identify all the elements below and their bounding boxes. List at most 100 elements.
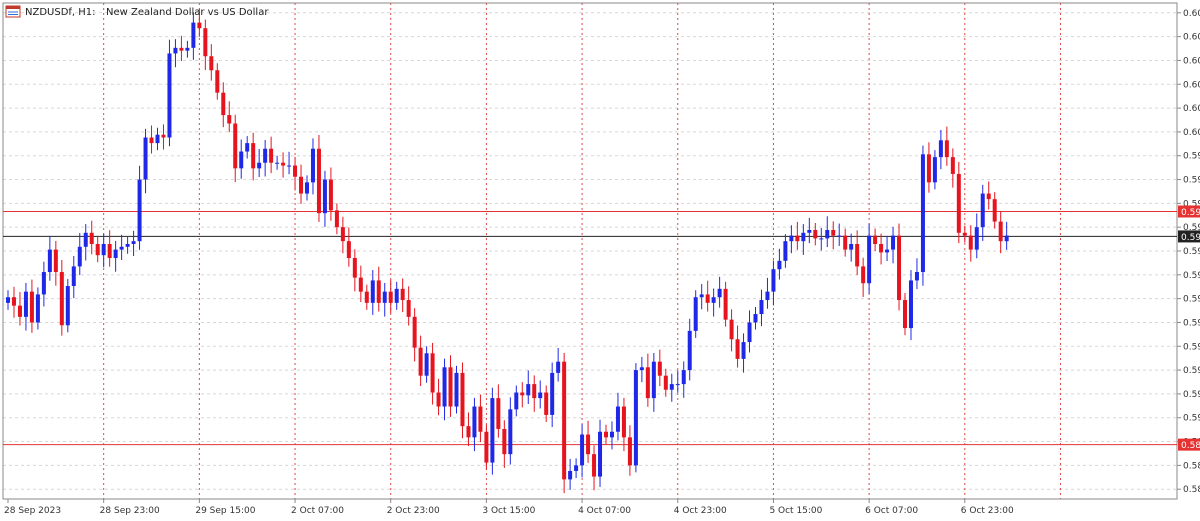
candle-body [71, 266, 76, 287]
candle-body [831, 229, 836, 236]
bull-candle [47, 235, 52, 281]
candle-body [233, 123, 238, 169]
candle-body [484, 431, 489, 463]
candle-body [879, 243, 884, 253]
candle-body [663, 375, 668, 390]
candle-body [322, 179, 327, 214]
bear-candle [251, 132, 256, 181]
candle-body [747, 322, 752, 343]
candle-body [299, 176, 304, 194]
candle-body [615, 406, 620, 432]
candle-body [568, 470, 573, 480]
bear-candle [161, 124, 166, 150]
candle-body [705, 294, 710, 303]
candle-body [669, 384, 674, 390]
price-tick-label: 0.58840 [1183, 461, 1200, 471]
price-axis[interactable]: 0.60455 0.60370 0.60285 0.60200 0.60115 0.600… [1177, 9, 1200, 495]
bear-candle [520, 382, 525, 408]
bear-candle [843, 228, 848, 257]
candle-body [310, 148, 315, 183]
resistance-marker-label: 0.59746 [1181, 208, 1200, 218]
candle-body [681, 370, 686, 385]
bear-candle [586, 420, 591, 463]
bear-candle [430, 342, 435, 405]
bear-candle [861, 257, 866, 297]
candle-body [155, 134, 160, 144]
bear-candle [227, 101, 232, 133]
bull-candle [687, 318, 692, 381]
bull-candle [615, 392, 620, 441]
candle-body [938, 140, 943, 158]
bull-candle [753, 307, 758, 330]
price-tick-label: 0.60285 [1183, 56, 1200, 66]
candle-body [251, 143, 256, 169]
bull-candle [83, 224, 88, 261]
bear-candle [89, 220, 94, 255]
bull-candle [598, 419, 603, 487]
candle-body [699, 294, 704, 298]
candle-body [980, 193, 985, 228]
bear-candle [992, 192, 997, 229]
candle-body [992, 199, 997, 222]
price-tick-label: 0.58755 [1183, 485, 1200, 495]
bull-candle [807, 217, 812, 244]
bull-candle [717, 276, 722, 308]
candle-body [639, 367, 644, 371]
bear-candle [107, 230, 112, 267]
price-tick-label: 0.59520 [1183, 271, 1200, 281]
price-tick-label: 0.59095 [1183, 390, 1200, 400]
candle-body [825, 229, 830, 239]
candle-body [908, 280, 913, 329]
candle-body [35, 294, 40, 323]
candle-body [932, 157, 937, 183]
candle-body [574, 465, 579, 471]
bear-candle [358, 265, 363, 303]
candle-body [777, 260, 782, 270]
candle-body [406, 300, 411, 317]
time-tick-label: 5 Oct 15:00 [769, 506, 822, 516]
bear-candle [364, 284, 369, 310]
candle-body [293, 165, 298, 177]
candle-body [855, 243, 860, 267]
candle-body [753, 314, 758, 323]
bear-candle [95, 236, 100, 263]
bull-candle [550, 362, 555, 427]
time-tick-label: 3 Oct 15:00 [482, 506, 535, 516]
bull-candle [938, 129, 943, 170]
candle-body [621, 406, 626, 438]
bear-candle [466, 412, 471, 447]
bull-candle [35, 287, 40, 330]
bear-candle [436, 378, 441, 416]
bear-candle [29, 279, 34, 333]
bull-candle [275, 155, 280, 170]
bull-candle [101, 233, 106, 268]
bull-candle [1004, 221, 1009, 250]
bear-candle [986, 181, 991, 210]
bear-candle [903, 293, 907, 336]
bull-candle [651, 353, 656, 412]
bull-candle [6, 290, 10, 310]
candle-body [400, 288, 405, 301]
candle-body [795, 235, 800, 242]
support-marker-label: 0.58914 [1181, 441, 1200, 451]
bear-candle [621, 397, 626, 452]
candle-body [807, 229, 812, 233]
candle-body [633, 370, 638, 466]
bull-candle [257, 148, 262, 178]
candle-body [203, 28, 208, 57]
candle-body [885, 249, 890, 253]
time-axis[interactable]: 28 Sep 2023 28 Sep 23:00 29 Sep 15:00 2 Oct… [4, 499, 1014, 516]
candle-body [328, 179, 333, 211]
bull-candle [669, 373, 674, 402]
candle-body [562, 361, 567, 480]
bull-candle [113, 240, 118, 272]
candle-body [221, 92, 226, 116]
candle-body [346, 241, 351, 259]
time-tick-label: 6 Oct 23:00 [961, 506, 1014, 516]
current-price-marker [1178, 230, 1200, 243]
bear-candle [53, 240, 58, 286]
candle-body [101, 243, 106, 256]
bear-candle [478, 394, 483, 443]
bull-candle [765, 277, 770, 309]
bear-candle [855, 230, 860, 276]
